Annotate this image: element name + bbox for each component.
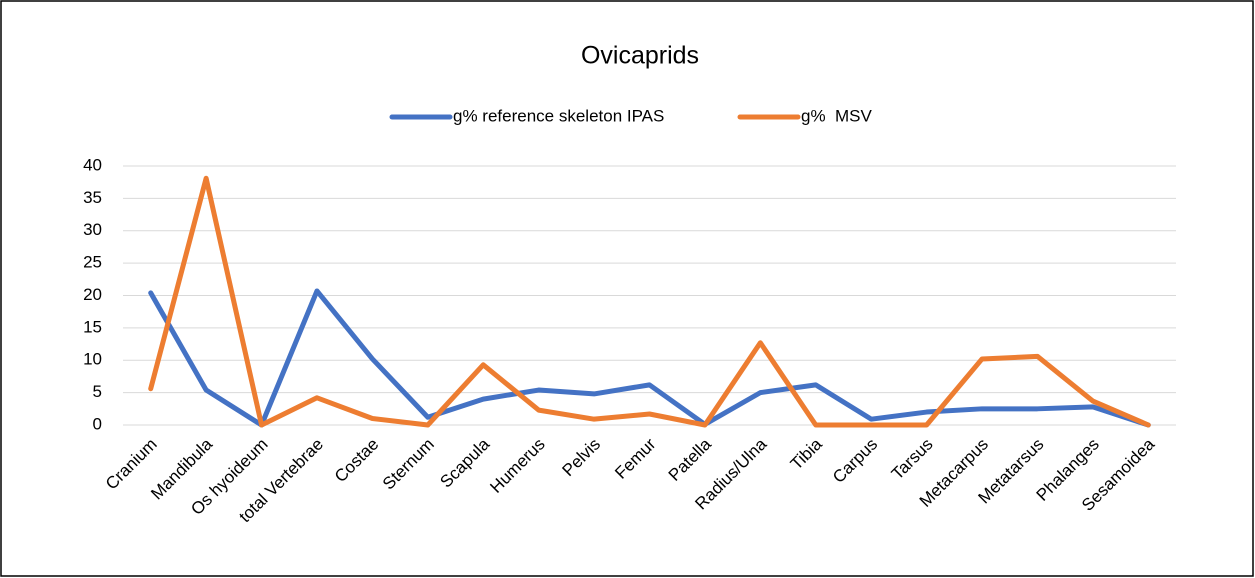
y-tick-label: 0	[93, 414, 102, 433]
y-tick-label: 20	[83, 285, 102, 304]
legend-label: g% reference skeleton IPAS	[453, 106, 664, 125]
y-tick-label: 10	[83, 350, 102, 369]
chart-title: Ovicaprids	[581, 42, 699, 70]
y-tick-label: 40	[83, 155, 102, 174]
y-tick-label: 15	[83, 317, 102, 336]
legend-label: g% MSV	[801, 106, 873, 125]
y-tick-label: 35	[83, 188, 102, 207]
series-line	[148, 288, 1151, 428]
y-tick-label: 5	[93, 382, 102, 401]
y-tick-label: 30	[83, 220, 102, 239]
y-tick-label: 25	[83, 253, 102, 272]
series-line	[148, 175, 1151, 428]
